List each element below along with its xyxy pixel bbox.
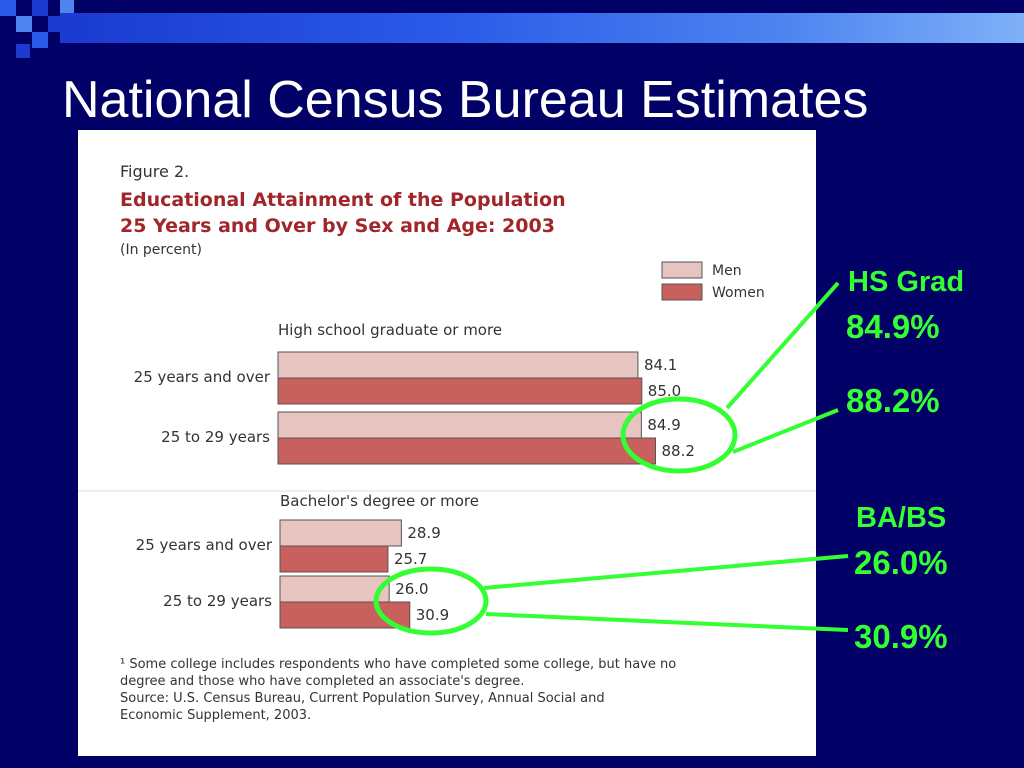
callout-line (483, 554, 849, 590)
hs-grad-men-value: 84.9% (846, 308, 940, 345)
footnote-line: Source: U.S. Census Bureau, Current Popu… (120, 691, 605, 706)
decor-square (32, 32, 48, 48)
bar (279, 519, 402, 547)
bar (279, 545, 389, 573)
data-label: 85.0 (648, 382, 681, 400)
bar (279, 575, 390, 603)
decor-square (60, 0, 74, 13)
bar (277, 437, 656, 465)
hs-grad-women-value: 88.2% (846, 382, 940, 419)
callout-line (725, 281, 840, 410)
slide-title: National Census Bureau Estimates (62, 71, 869, 129)
decor-square (0, 0, 16, 16)
legend-label: Men (712, 263, 742, 279)
ba-bs-women-value: 30.9% (854, 618, 948, 655)
figure-title: Educational Attainment of the Population… (120, 187, 566, 239)
footnote-line: ¹ Some college includes respondents who … (120, 657, 677, 672)
hs-grad-label: HS Grad (848, 266, 965, 298)
decor-square (32, 0, 48, 16)
data-label: 28.9 (407, 524, 440, 542)
highlight-ellipse (373, 566, 489, 636)
bar (277, 377, 643, 405)
category-label: 25 years and over (134, 368, 271, 386)
title-accent-bar (60, 13, 1024, 43)
callout-line (732, 408, 839, 454)
ba-bs-label: BA/BS (856, 502, 947, 534)
data-label: 84.9 (647, 416, 680, 434)
highlight-ellipse (620, 396, 738, 474)
data-label: 88.2 (661, 442, 694, 460)
ba-bs-men-value: 26.0% (854, 544, 948, 581)
bar-chart: Men Women High school graduate or more 25 y… (134, 261, 765, 629)
decor-square (16, 44, 30, 58)
decor-square (48, 16, 62, 32)
footnote-line: degree and those who have completed an a… (120, 674, 525, 689)
data-label: 26.0 (395, 580, 428, 598)
group-heading: High school graduate or more (278, 321, 502, 339)
figure-divider (78, 490, 816, 492)
figure-title-line-2: 25 Years and Over by Sex and Age: 2003 (120, 215, 555, 237)
data-label: 25.7 (394, 550, 427, 568)
category-label: 25 to 29 years (163, 592, 272, 610)
group-heading: Bachelor's degree or more (280, 492, 479, 510)
data-label: 84.1 (644, 356, 677, 374)
decor-square (16, 16, 32, 32)
data-label: 30.9 (416, 606, 449, 624)
figure-panel: Figure 2. Educational Attainment of the … (78, 130, 816, 756)
legend-label: Women (712, 285, 765, 301)
legend-swatch (661, 283, 703, 301)
figure-number: Figure 2. (120, 162, 190, 181)
category-label: 25 to 29 years (161, 428, 270, 446)
bar (277, 351, 639, 379)
callout-line (485, 612, 849, 632)
bar (277, 411, 642, 439)
legend-swatch (661, 261, 703, 279)
figure-subtitle: (In percent) (120, 242, 202, 258)
figure-footnote: ¹ Some college includes respondents who … (120, 656, 780, 724)
category-label: 25 years and over (136, 536, 273, 554)
footnote-line: Economic Supplement, 2003. (120, 708, 312, 723)
figure-title-line-1: Educational Attainment of the Population (120, 189, 566, 211)
